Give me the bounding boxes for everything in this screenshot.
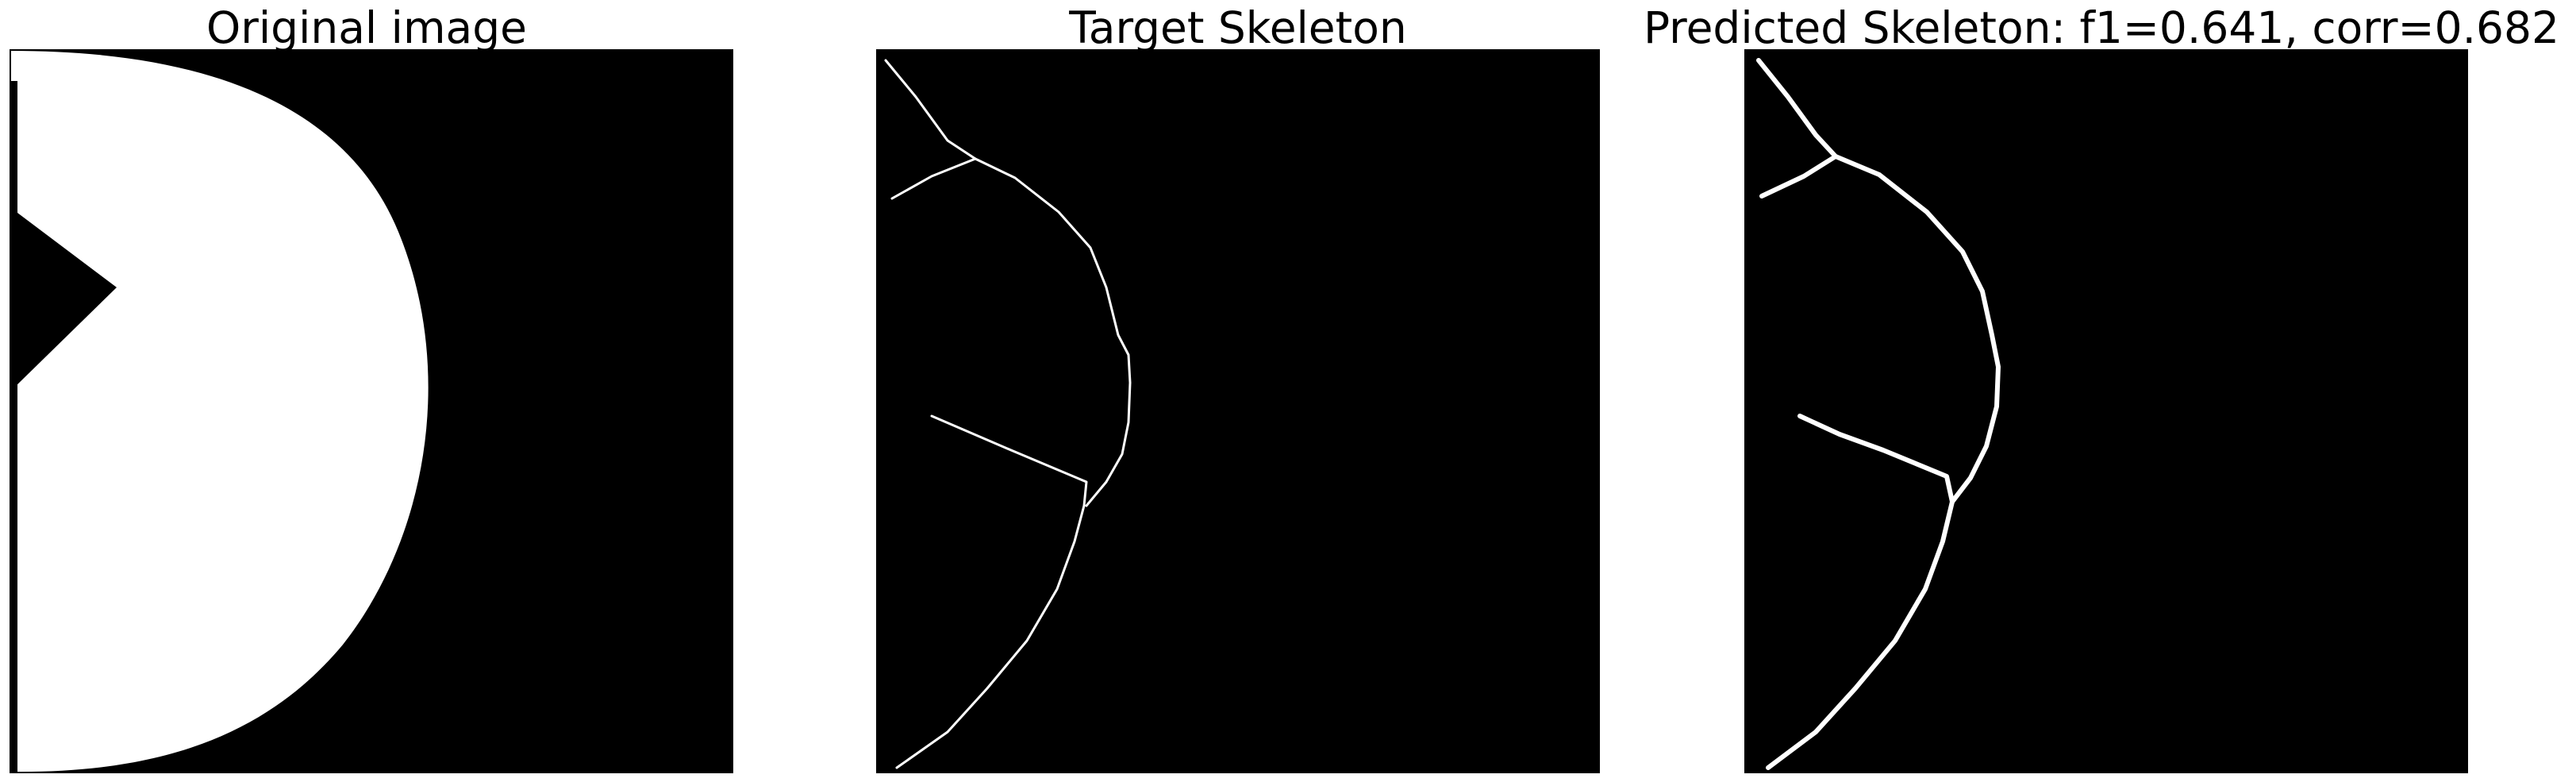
predicted-main-curve-upper — [1833, 154, 2001, 504]
target-skeleton-lines — [876, 49, 1600, 773]
target-main-curve-lower — [895, 504, 1086, 769]
predicted-skeleton-title: Predicted Skeleton: f1=0.641, corr=0.682 — [1643, 2, 2560, 53]
predicted-skeleton-lines — [1744, 49, 2468, 773]
original-image-shape — [10, 49, 733, 773]
target-skeleton-title: Target Skeleton — [1069, 2, 1407, 53]
target-branch-middle — [930, 414, 1088, 507]
predicted-branch-middle — [1797, 414, 1955, 504]
predicted-main-curve-lower — [1766, 499, 1955, 770]
target-main-curve-upper — [974, 157, 1132, 507]
original-image-panel — [10, 49, 733, 773]
original-image-title: Original image — [206, 2, 527, 53]
target-branch-left — [890, 157, 977, 200]
predicted-branch-left — [1759, 154, 1838, 198]
left-edge-strip — [10, 81, 17, 772]
predicted-skeleton-panel — [1744, 49, 2468, 773]
target-skeleton-panel — [876, 49, 1600, 773]
target-branch-top — [884, 59, 977, 160]
predicted-branch-top — [1756, 58, 1838, 159]
white-half-disc — [11, 51, 429, 772]
